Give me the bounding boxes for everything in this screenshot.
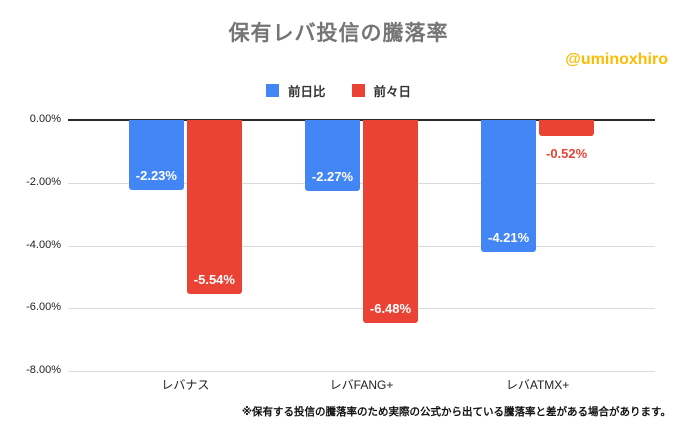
- y-tick-label: -6.00%: [26, 301, 61, 314]
- legend-label-series2: 前々日: [373, 85, 412, 99]
- bar-value-label: -5.54%: [193, 272, 235, 287]
- y-tick-label: -8.00%: [26, 364, 61, 376]
- legend-item-series1: 前日比: [265, 81, 326, 100]
- footnote: ※保有する投信の騰落率のため実際の公式から出ている騰落率と差がある場合があります…: [241, 406, 671, 418]
- y-gridline: [68, 371, 655, 372]
- bar-前日比-レバFANG+: [305, 120, 360, 191]
- y-tick-label: -2.00%: [26, 175, 61, 188]
- bar-value-label: -0.52%: [545, 146, 588, 161]
- legend-item-series2: 前々日: [351, 81, 412, 100]
- bar-前々日-レバATMX+: [539, 120, 595, 136]
- bar-前日比-レバナス: [128, 120, 184, 190]
- x-tick-label: レバFANG+: [329, 378, 394, 392]
- chart-title: 保有レバ投信の騰落率: [228, 22, 449, 45]
- y-tick-label: 0.00%: [29, 113, 61, 125]
- legend: 前日比 前々日: [0, 81, 677, 100]
- bar-前々日-レバナス: [186, 120, 242, 294]
- watermark: @uminoxhiro: [565, 51, 668, 68]
- legend-swatch-series2: [351, 84, 365, 97]
- x-tick-label: レバATMX+: [505, 378, 570, 392]
- legend-label-series1: 前日比: [287, 85, 326, 99]
- bar-前日比-レバATMX+: [481, 120, 537, 252]
- legend-swatch-series1: [265, 84, 279, 97]
- y-gridline: [68, 245, 655, 247]
- x-tick-label: レバナス: [161, 378, 210, 392]
- y-tick-label: -4.00%: [26, 238, 61, 251]
- bar-前々日-レバFANG+: [363, 120, 418, 323]
- bar-value-label: -2.27%: [311, 169, 354, 184]
- zero-axis-line: [68, 119, 655, 121]
- bar-value-label: -6.48%: [369, 301, 412, 316]
- bar-value-label: -4.21%: [487, 230, 530, 245]
- bar-value-label: -2.23%: [135, 168, 177, 183]
- y-gridline: [68, 308, 655, 310]
- y-gridline: [68, 182, 655, 184]
